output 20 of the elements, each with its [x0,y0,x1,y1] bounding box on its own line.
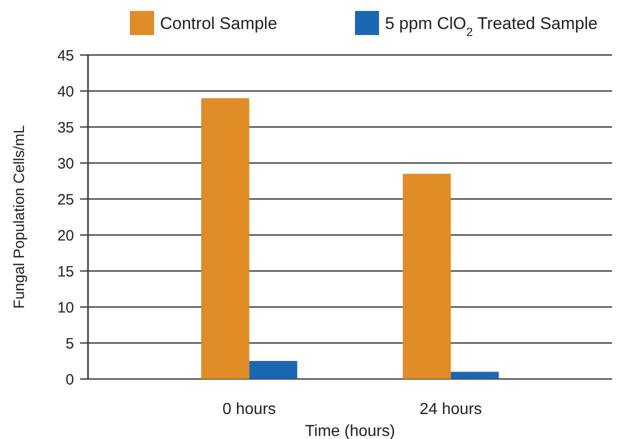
bar [450,372,499,379]
x-tick-label: 0 hours [222,401,276,418]
y-tick-label: 45 [57,47,74,64]
y-tick-label: 20 [57,227,74,244]
legend-label: 5 ppm ClO$_{2}$ Treated Sample [385,14,598,39]
legend-label: Control Sample [160,14,278,33]
y-tick-label: 5 [66,335,74,352]
y-tick-label: 25 [57,191,74,208]
y-tick-label: 15 [57,263,74,280]
y-tick-label: 35 [57,119,74,136]
y-tick-label: 30 [57,155,74,172]
x-axis-title: Time (hours) [304,423,396,439]
y-tick-label: 10 [57,299,74,316]
y-tick-label: 40 [57,83,74,100]
y-tick-label: 0 [66,371,74,388]
bar [201,98,250,379]
y-axis-title: Fungal Population Cells/mL [11,125,28,309]
x-tick-label: 24 hours [420,401,482,418]
bar [402,174,451,379]
bar [249,361,298,379]
